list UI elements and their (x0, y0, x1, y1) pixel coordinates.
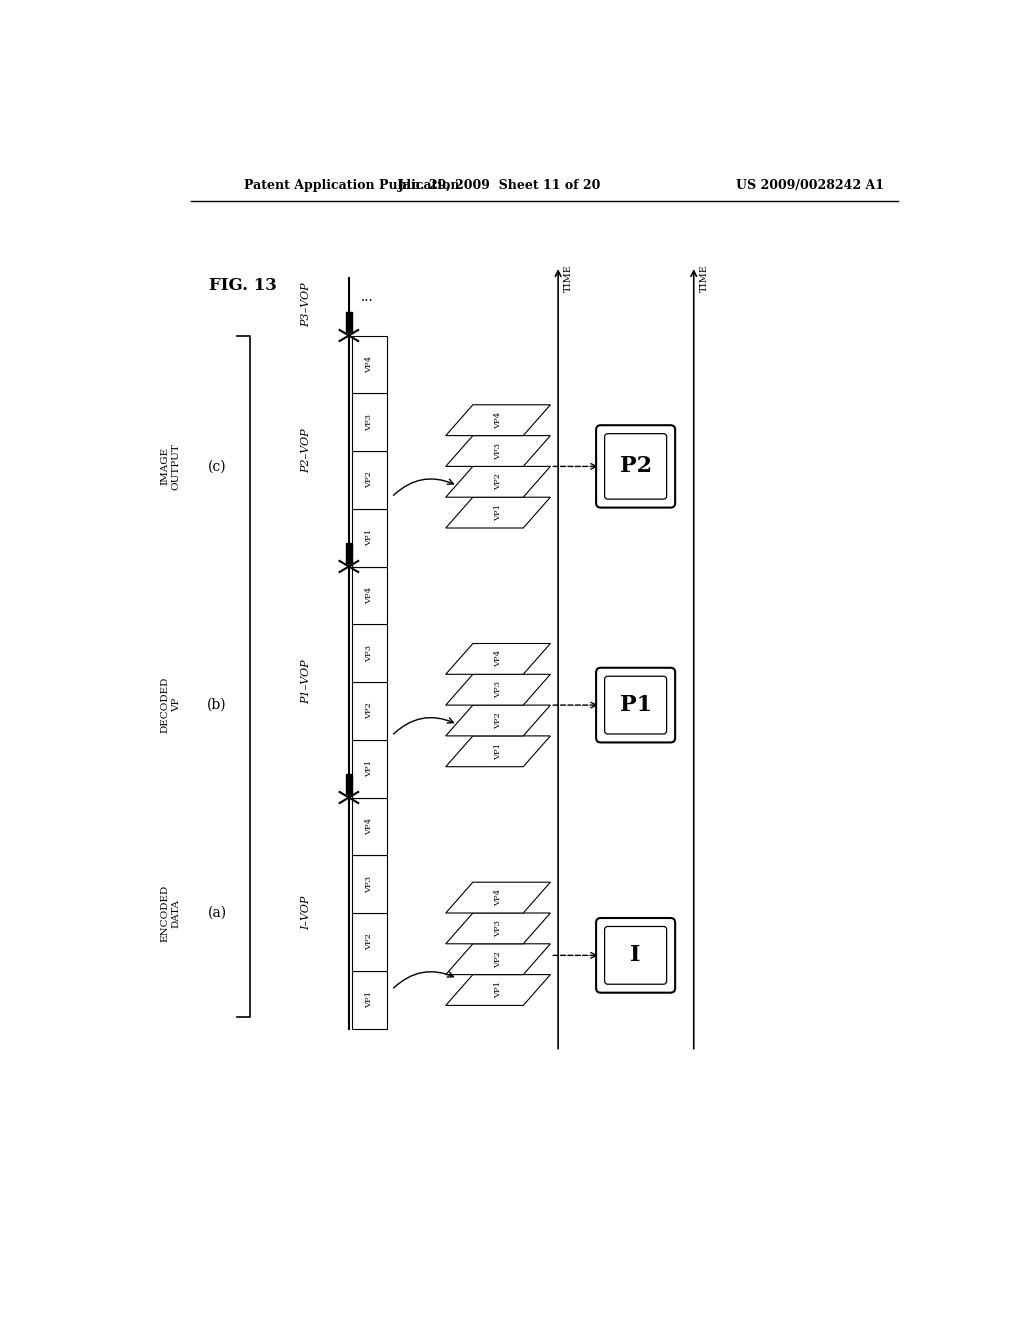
Text: VP2: VP2 (494, 711, 502, 729)
Polygon shape (445, 913, 550, 944)
Text: P2–VOP: P2–VOP (301, 429, 311, 474)
Text: I–VOP: I–VOP (301, 896, 311, 931)
Bar (352, 566, 387, 624)
Text: Jan. 29, 2009  Sheet 11 of 20: Jan. 29, 2009 Sheet 11 of 20 (398, 178, 602, 191)
Text: (a): (a) (208, 906, 226, 920)
Text: VP1: VP1 (366, 529, 374, 546)
FancyBboxPatch shape (604, 927, 667, 985)
Text: VP1: VP1 (494, 504, 502, 521)
Text: VP4: VP4 (494, 412, 502, 429)
Text: ...: ... (360, 290, 374, 304)
Bar (352, 393, 387, 451)
Text: P2: P2 (620, 455, 651, 478)
Text: Patent Application Publication: Patent Application Publication (245, 178, 460, 191)
Text: VP1: VP1 (494, 743, 502, 760)
Text: VP3: VP3 (494, 920, 502, 937)
Text: VP3: VP3 (366, 644, 374, 661)
Text: IMAGE
OUTPUT: IMAGE OUTPUT (161, 444, 180, 490)
Bar (352, 682, 387, 739)
Bar (346, 544, 352, 562)
Bar (352, 913, 387, 970)
Text: DECODED
VP: DECODED VP (161, 677, 180, 734)
Bar (346, 313, 352, 331)
FancyBboxPatch shape (604, 676, 667, 734)
Text: ENCODED
DATA: ENCODED DATA (161, 884, 180, 941)
Text: VP4: VP4 (366, 356, 374, 374)
Text: VP3: VP3 (366, 875, 374, 892)
Polygon shape (445, 498, 550, 528)
Text: VP4: VP4 (494, 651, 502, 668)
Bar (352, 970, 387, 1028)
Text: P1: P1 (620, 694, 651, 717)
Bar (346, 775, 352, 793)
Polygon shape (445, 974, 550, 1006)
Text: VP2: VP2 (366, 471, 374, 488)
Polygon shape (445, 705, 550, 737)
Text: VP1: VP1 (366, 991, 374, 1008)
Polygon shape (445, 466, 550, 498)
Text: US 2009/0028242 A1: US 2009/0028242 A1 (736, 178, 884, 191)
Text: TIME: TIME (700, 264, 709, 292)
Text: TIME: TIME (564, 264, 573, 292)
Text: VP1: VP1 (366, 760, 374, 777)
Polygon shape (445, 644, 550, 675)
Text: VP2: VP2 (366, 702, 374, 719)
Text: (c): (c) (208, 459, 226, 474)
Text: VP3: VP3 (494, 681, 502, 698)
Text: P3–VOP: P3–VOP (301, 282, 311, 327)
Text: VP2: VP2 (494, 474, 502, 490)
Polygon shape (445, 882, 550, 913)
Polygon shape (445, 737, 550, 767)
FancyBboxPatch shape (596, 917, 675, 993)
Bar (352, 739, 387, 797)
Polygon shape (445, 436, 550, 466)
Text: VP3: VP3 (494, 442, 502, 459)
FancyBboxPatch shape (604, 434, 667, 499)
Text: ...: ... (360, 998, 374, 1012)
Bar (352, 624, 387, 682)
Text: I: I (631, 944, 641, 966)
Text: P1–VOP: P1–VOP (301, 660, 311, 705)
Text: VP4: VP4 (494, 890, 502, 906)
Text: VP2: VP2 (494, 950, 502, 968)
Bar (352, 797, 387, 855)
Text: VP3: VP3 (366, 413, 374, 430)
Text: (b): (b) (207, 698, 227, 711)
Text: VP4: VP4 (366, 818, 374, 836)
Text: VP2: VP2 (366, 933, 374, 950)
Polygon shape (445, 675, 550, 705)
Text: VP4: VP4 (366, 587, 374, 605)
FancyBboxPatch shape (596, 668, 675, 742)
Text: VP1: VP1 (494, 982, 502, 998)
FancyBboxPatch shape (596, 425, 675, 508)
Text: FIG. 13: FIG. 13 (209, 277, 278, 294)
Polygon shape (445, 405, 550, 436)
Bar (352, 855, 387, 913)
Bar (352, 451, 387, 508)
Bar (352, 335, 387, 393)
Polygon shape (445, 944, 550, 974)
Bar (352, 508, 387, 566)
